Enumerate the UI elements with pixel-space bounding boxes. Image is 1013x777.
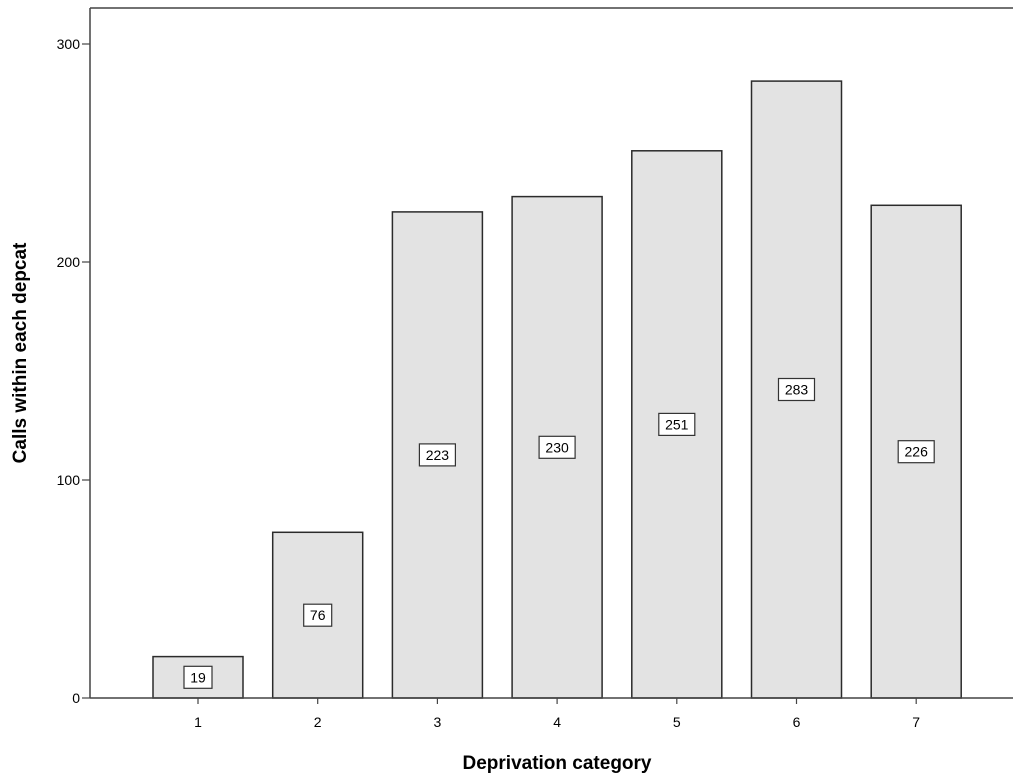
x-tick-label-4: 4 <box>553 714 561 730</box>
data-label-6: 283 <box>785 382 809 398</box>
x-tick-label-2: 2 <box>314 714 322 730</box>
data-label-box-7 <box>897 440 935 464</box>
bars-group <box>152 80 962 699</box>
y-axis-title: Calls within each depcat <box>10 242 31 463</box>
x-tick-label-7: 7 <box>912 714 920 730</box>
data-labels-group: 19 76 223 230 251 283 226 <box>183 377 935 689</box>
x-axis-title: Deprivation category <box>463 753 652 774</box>
data-label-box-1 <box>183 665 213 689</box>
data-label-box-6 <box>777 377 816 402</box>
data-label-7: 226 <box>905 444 929 460</box>
data-label-3: 223 <box>426 447 450 463</box>
y-tick-label-300: 300 <box>57 36 81 52</box>
data-label-box-5 <box>658 412 696 436</box>
y-tick-label-200: 200 <box>57 254 81 270</box>
data-label-4: 230 <box>545 439 569 455</box>
x-tick-label-3: 3 <box>434 714 442 730</box>
data-label-box-4 <box>538 435 576 459</box>
y-tick-label-0: 0 <box>72 690 80 706</box>
axes-group <box>89 7 1013 699</box>
data-label-1: 19 <box>190 669 206 685</box>
data-label-box-3 <box>418 443 456 467</box>
x-tick-label-6: 6 <box>793 714 801 730</box>
y-ticks-group: 0 100 200 300 <box>57 36 90 706</box>
x-tick-label-1: 1 <box>194 714 202 730</box>
data-label-2: 76 <box>310 607 326 623</box>
data-label-box-2 <box>303 603 333 627</box>
y-tick-label-100: 100 <box>57 472 81 488</box>
data-label-5: 251 <box>665 416 689 432</box>
x-tick-label-5: 5 <box>673 714 681 730</box>
x-ticks-group: 1 2 3 4 5 6 7 <box>194 698 920 730</box>
